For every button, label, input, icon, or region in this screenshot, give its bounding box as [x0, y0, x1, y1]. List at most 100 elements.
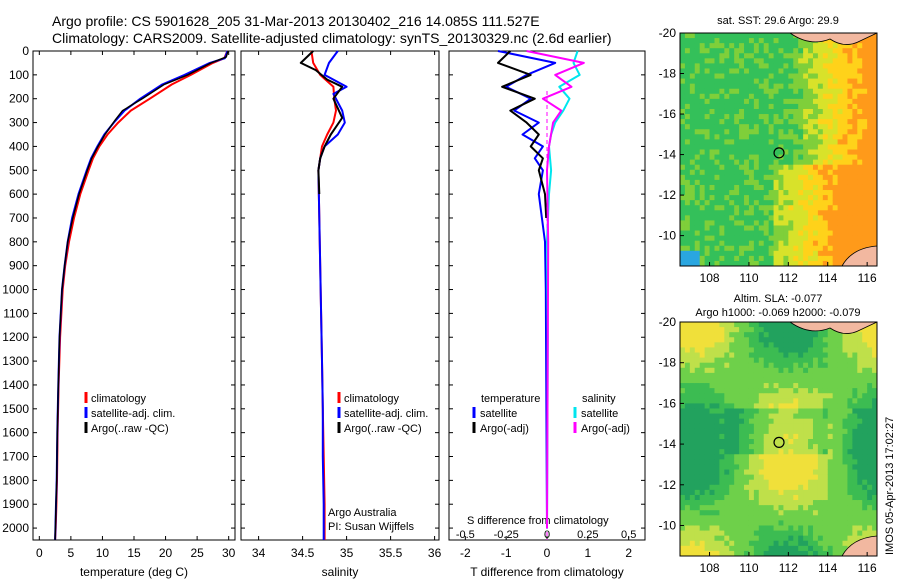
temperature-difference-tick-label: -1 — [501, 546, 512, 560]
temperature-legend-entry: satellite-adj. clim. — [91, 408, 175, 420]
sst-lon-tick-label: 114 — [818, 271, 837, 285]
salinity-tick-label: 35.5 — [379, 546, 403, 560]
sla-lat-tick-label: -18 — [659, 356, 677, 370]
salinity-magenta-difference-line — [526, 50, 585, 529]
temperature-difference-tick-label: 1 — [584, 546, 591, 560]
sst-map-title: sat. SST: 29.6 Argo: 29.9 — [717, 15, 839, 27]
sla-lon-tick-label: 110 — [739, 561, 758, 575]
depth-tick-label: 600 — [9, 187, 29, 201]
depth-tick-label: 1800 — [2, 473, 29, 487]
depth-tick-label: 700 — [9, 211, 29, 225]
sst-map-frame — [679, 32, 878, 267]
salinity-panel-frame — [240, 50, 440, 541]
temperature-axis-label: temperature (deg C) — [80, 565, 188, 579]
sst-lon-tick-label: 110 — [739, 271, 758, 285]
depth-tick-label: 1200 — [2, 330, 29, 344]
temperature-legend-title: temperature — [481, 393, 540, 405]
salinity-difference-legend-entry: satellite — [581, 408, 618, 420]
temperature-tick-label: 20 — [159, 546, 173, 560]
sst-lon-tick-label: 116 — [858, 271, 877, 285]
pi-name-label: PI: Susan Wijffels — [328, 521, 414, 533]
salinity-cyan-difference-line — [546, 50, 581, 529]
salinity-legend-entry: climatology — [344, 393, 400, 405]
sla-lon-tick-label: 116 — [858, 561, 877, 575]
sla-map-subtitle: Argo h1000: -0.069 h2000: -0.079 — [695, 307, 860, 319]
sla-map-frame — [679, 321, 878, 557]
sla-map-cells — [680, 322, 878, 557]
depth-tick-label: 1500 — [2, 402, 29, 416]
sla-argo-position-marker — [773, 436, 785, 448]
salinity-tick-label: 34 — [252, 546, 266, 560]
depth-tick-label: 300 — [9, 116, 29, 130]
temperature-tick-label: 0 — [36, 546, 43, 560]
depth-tick-label: 800 — [9, 235, 29, 249]
salinity-difference-tick-label: -0.5 — [456, 529, 475, 541]
depth-tick-label: 100 — [9, 68, 29, 82]
sla-lon-tick-label: 114 — [818, 561, 837, 575]
temperature-legend-entry: climatology — [91, 393, 147, 405]
sst-argo-position-marker — [773, 147, 785, 159]
depth-tick-label: 2000 — [2, 521, 29, 535]
sst-lat-tick-label: -12 — [659, 188, 677, 202]
temperature-difference-tick-label: 0 — [544, 546, 551, 560]
temperature-difference-legend-entry: satellite — [480, 408, 517, 420]
satellite-temperature-line — [54, 50, 229, 541]
sla-lat-tick-label: -16 — [659, 396, 677, 410]
sla-map-title: Altim. SLA: -0.077 — [734, 293, 823, 305]
sla-lat-tick-label: -10 — [659, 518, 677, 532]
sst-lat-tick-label: -18 — [659, 67, 677, 81]
salinity-difference-tick-label: 0.5 — [621, 529, 636, 541]
sst-lat-tick-label: -20 — [659, 26, 677, 40]
salinity-difference-tick-label: -0.25 — [494, 529, 519, 541]
depth-tick-label: 0 — [22, 44, 29, 58]
salinity-tick-label: 34.5 — [291, 546, 315, 560]
depth-tick-label: 1400 — [2, 378, 29, 392]
depth-tick-label: 1300 — [2, 354, 29, 368]
sla-land-north — [788, 321, 878, 334]
sla-lat-tick-label: -12 — [659, 478, 677, 492]
depth-tick-label: 1600 — [2, 426, 29, 440]
salinity-legend-title: salinity — [582, 393, 616, 405]
temperature-difference-tick-label: -2 — [460, 546, 471, 560]
temperature-tick-label: 5 — [68, 546, 75, 560]
temperature-difference-tick-label: 2 — [625, 546, 632, 560]
argo-temperature-line — [54, 50, 229, 541]
sla-lat-tick-label: -14 — [659, 437, 677, 451]
depth-tick-label: 1700 — [2, 450, 29, 464]
sst-map-cells — [680, 33, 878, 267]
sst-lon-tick-label: 112 — [779, 271, 798, 285]
salinity-legend-entry: satellite-adj. clim. — [344, 408, 428, 420]
sst-lon-tick-label: 108 — [700, 271, 720, 285]
argo-australia-label: Argo Australia — [328, 507, 397, 519]
sla-lon-tick-label: 108 — [700, 561, 720, 575]
salinity-tick-label: 35 — [340, 546, 354, 560]
salinity-legend-entry: Argo(..raw -QC) — [344, 423, 422, 435]
sst-lat-tick-label: -14 — [659, 148, 677, 162]
salinity-tick-label: 36 — [428, 546, 442, 560]
argo-salinity-line — [299, 50, 344, 195]
depth-tick-label: 200 — [9, 92, 29, 106]
imos-timestamp-label: IMOS 05-Apr-2013 17:02:27 — [884, 416, 896, 555]
salinity-difference-legend-entry: Argo(-adj) — [581, 423, 630, 435]
climatology-title: Climatology: CARS2009. Satellite-adjuste… — [52, 30, 612, 46]
sst-lat-tick-label: -10 — [659, 229, 677, 243]
salinity-difference-axis-label: S difference from climatology — [467, 515, 609, 527]
temperature-difference-legend-entry: Argo(-adj) — [480, 423, 529, 435]
depth-tick-label: 400 — [9, 139, 29, 153]
depth-tick-label: 500 — [9, 163, 29, 177]
climatology-temperature-line — [54, 50, 229, 541]
salinity-difference-tick-label: 0 — [544, 529, 550, 541]
depth-tick-label: 1000 — [2, 283, 29, 297]
temperature-tick-label: 10 — [96, 546, 110, 560]
depth-tick-label: 1900 — [2, 497, 29, 511]
sst-lat-tick-label: -16 — [659, 107, 677, 121]
sla-lat-tick-label: -20 — [659, 315, 677, 329]
depth-tick-label: 900 — [9, 259, 29, 273]
profile-title: Argo profile: CS 5901628_205 31-Mar-2013… — [52, 13, 540, 29]
temperature-black-difference-line — [497, 50, 548, 219]
temperature-tick-label: 25 — [190, 546, 204, 560]
sla-lon-tick-label: 112 — [779, 561, 798, 575]
temperature-tick-label: 30 — [222, 546, 236, 560]
temperature-difference-axis-label: T difference from climatology — [470, 565, 624, 579]
